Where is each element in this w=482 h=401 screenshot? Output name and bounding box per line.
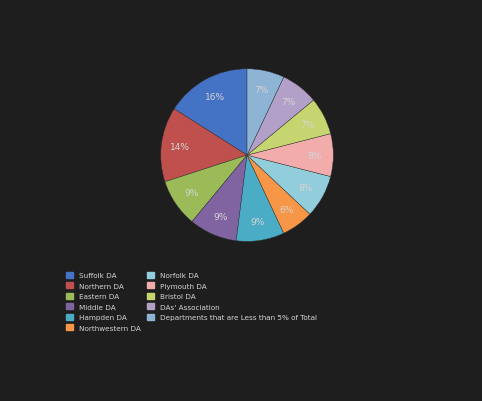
Wedge shape: [174, 70, 247, 156]
Text: 8%: 8%: [307, 151, 321, 160]
Legend: Suffolk DA, Northern DA, Eastern DA, Middle DA, Hampden DA, Northwestern DA, Nor: Suffolk DA, Northern DA, Eastern DA, Mid…: [64, 270, 319, 333]
Wedge shape: [247, 134, 334, 177]
Wedge shape: [247, 156, 331, 215]
Wedge shape: [192, 156, 247, 241]
Text: 9%: 9%: [184, 189, 199, 198]
Wedge shape: [247, 156, 310, 233]
Text: 7%: 7%: [254, 86, 269, 95]
Text: 16%: 16%: [204, 92, 225, 101]
Wedge shape: [247, 78, 313, 156]
Wedge shape: [165, 156, 247, 222]
Wedge shape: [247, 70, 284, 156]
Wedge shape: [236, 156, 284, 242]
Wedge shape: [247, 101, 331, 156]
Text: 9%: 9%: [213, 213, 228, 222]
Wedge shape: [161, 109, 247, 182]
Text: 6%: 6%: [280, 206, 294, 215]
Text: 8%: 8%: [299, 184, 313, 192]
Text: 9%: 9%: [250, 217, 265, 227]
Text: 14%: 14%: [170, 143, 190, 152]
Text: 7%: 7%: [300, 121, 314, 130]
Text: 7%: 7%: [281, 98, 295, 107]
